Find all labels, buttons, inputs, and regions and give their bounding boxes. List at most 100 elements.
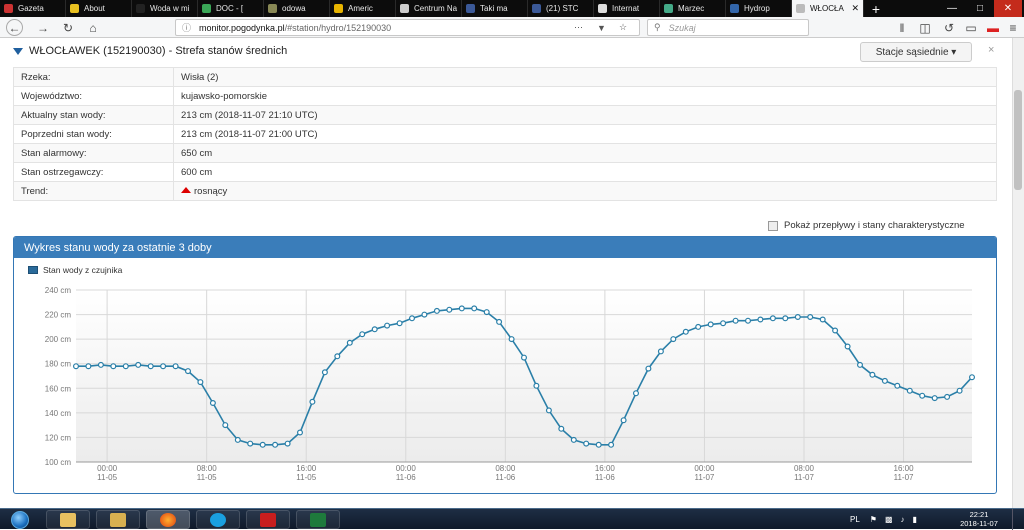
- scrollbar-thumb[interactable]: [1014, 90, 1022, 190]
- data-point: [97, 361, 104, 368]
- y-tick-label: 240 cm: [45, 286, 72, 295]
- taskbar-acrobat[interactable]: [246, 510, 290, 529]
- sidebar-icon[interactable]: ◫: [919, 20, 931, 35]
- history-icon[interactable]: ↺: [943, 20, 955, 35]
- tab-label: WŁOCŁA: [810, 4, 844, 13]
- browser-tab[interactable]: WŁOCŁA ✕: [792, 0, 864, 17]
- info-key: Województwo:: [13, 86, 174, 106]
- data-point: [545, 407, 552, 414]
- chart-legend[interactable]: Stan wody z czujnika: [28, 265, 122, 275]
- taskbar-skype[interactable]: [196, 510, 240, 529]
- data-point: [521, 354, 528, 361]
- taskbar-excel[interactable]: [296, 510, 340, 529]
- browser-tab[interactable]: DOC - [: [198, 0, 264, 17]
- data-point: [919, 392, 926, 399]
- collapse-triangle-icon[interactable]: [13, 47, 23, 55]
- taskbar-clock[interactable]: 22:21 2018-11-07: [954, 510, 1004, 528]
- bookmark-star-icon[interactable]: ☆: [619, 22, 628, 32]
- navigation-bar: ← → ↻ ⌂ ⓘ monitor.pogodynka.pl /#station…: [0, 17, 1024, 38]
- start-button[interactable]: [4, 509, 36, 530]
- browser-tab[interactable]: Internat: [594, 0, 660, 17]
- browser-tab[interactable]: odowa: [264, 0, 330, 17]
- tab-favicon-icon: [796, 4, 805, 13]
- minimize-icon[interactable]: —: [947, 3, 957, 14]
- taskbar-explorer[interactable]: [46, 510, 90, 529]
- pocket-icon[interactable]: ▼: [597, 22, 606, 33]
- data-point: [185, 368, 192, 375]
- browser-tab[interactable]: Centrum Na: [396, 0, 462, 17]
- x-tick-date: 11-06: [396, 473, 416, 482]
- folder-icon: [60, 512, 76, 527]
- info-key: Poprzedni stan wody:: [13, 124, 174, 144]
- neighbor-stations-button[interactable]: Stacje sąsiednie ▾: [860, 42, 972, 62]
- plot-background: [76, 290, 972, 462]
- language-indicator[interactable]: PL: [850, 515, 860, 524]
- browser-tab[interactable]: (21) STC: [528, 0, 594, 17]
- table-row: Aktualny stan wody: 213 cm (2018-11-07 21…: [13, 105, 997, 125]
- data-point: [297, 429, 304, 436]
- tab-favicon-icon: [400, 4, 409, 13]
- data-point: [657, 348, 664, 355]
- data-point: [782, 315, 789, 322]
- show-flows-checkbox[interactable]: [768, 220, 778, 231]
- data-point: [334, 353, 341, 360]
- browser-tab[interactable]: Marzec: [660, 0, 726, 17]
- x-tick-date: 11-06: [495, 473, 515, 482]
- y-tick-label: 220 cm: [45, 311, 72, 320]
- url-bar[interactable]: ⓘ monitor.pogodynka.pl /#station/hydro/1…: [175, 19, 640, 36]
- close-window-icon[interactable]: ✕: [994, 0, 1022, 17]
- browser-tab[interactable]: Taki ma: [462, 0, 528, 17]
- chart-panel-title: Wykres stanu wody za ostatnie 3 doby: [14, 237, 996, 258]
- tab-label: About: [84, 4, 105, 13]
- browser-tab[interactable]: Gazeta: [0, 0, 66, 17]
- info-value: kujawsko-pomorskie: [173, 86, 997, 106]
- data-point: [744, 317, 751, 324]
- extension-icon[interactable]: ▬: [987, 20, 999, 35]
- data-point: [85, 363, 92, 370]
- taskbar-explorer-2[interactable]: [96, 510, 140, 529]
- data-point: [247, 440, 254, 447]
- tray-network-icon[interactable]: ▩: [884, 515, 893, 524]
- new-tab-button[interactable]: +: [871, 0, 881, 17]
- data-point: [259, 441, 266, 448]
- x-tick-time: 00:00: [694, 464, 715, 473]
- tray-volume-icon[interactable]: ♪: [900, 515, 905, 524]
- browser-tab[interactable]: Americ: [330, 0, 396, 17]
- menu-icon[interactable]: ≡: [1009, 20, 1017, 35]
- data-point: [508, 336, 515, 343]
- forward-icon[interactable]: →: [37, 20, 49, 35]
- y-tick-label: 180 cm: [45, 360, 72, 369]
- info-icon[interactable]: ⓘ: [182, 23, 192, 33]
- home-icon[interactable]: ⌂: [89, 20, 97, 35]
- tray-battery-icon[interactable]: ▮: [912, 515, 917, 524]
- chart-panel: Wykres stanu wody za ostatnie 3 doby Sta…: [13, 236, 997, 494]
- taskbar-firefox[interactable]: [146, 510, 190, 529]
- data-point: [570, 436, 577, 443]
- maximize-icon[interactable]: □: [976, 3, 984, 14]
- library-icon[interactable]: ‖: [899, 20, 905, 35]
- search-field[interactable]: ⚲ Szukaj: [647, 19, 809, 36]
- more-icon[interactable]: ⋯: [574, 22, 583, 32]
- tab-label: Gazeta: [18, 4, 44, 13]
- data-point: [944, 393, 951, 400]
- close-icon[interactable]: ×: [988, 44, 995, 56]
- tray-flag-icon[interactable]: ⚑: [869, 515, 877, 524]
- data-point: [209, 400, 216, 407]
- tab-close-icon[interactable]: ✕: [851, 3, 859, 13]
- browser-tab[interactable]: About: [66, 0, 132, 17]
- screenshot-icon[interactable]: ▭: [965, 20, 977, 35]
- tab-favicon-icon: [202, 4, 211, 13]
- table-row: Trend: rosnący: [13, 181, 997, 201]
- show-desktop-button[interactable]: [1012, 509, 1024, 530]
- data-point: [881, 377, 888, 384]
- station-header: WŁOCŁAWEK (152190030) - Strefa stanów śr…: [13, 40, 1003, 62]
- excel-icon: [310, 512, 326, 527]
- show-flows-toggle[interactable]: Pokaż przepływy i stany charakterystyczn…: [768, 220, 965, 231]
- data-point: [122, 363, 129, 370]
- browser-tab[interactable]: Hydrop: [726, 0, 792, 17]
- browser-tab[interactable]: Woda w mi: [132, 0, 198, 17]
- reload-icon[interactable]: ↻: [62, 20, 74, 35]
- y-tick-label: 140 cm: [45, 409, 72, 418]
- windows-orb-icon: [11, 510, 29, 529]
- back-icon[interactable]: ←: [6, 19, 23, 36]
